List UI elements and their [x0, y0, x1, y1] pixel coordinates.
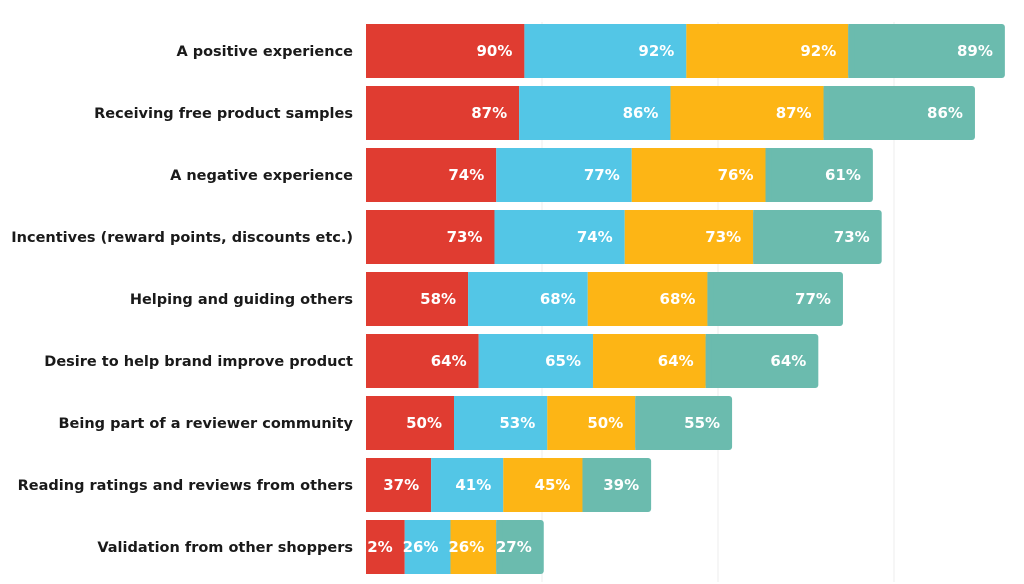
data-label: 26%	[403, 538, 439, 556]
data-label: 68%	[540, 290, 576, 308]
bar-segment	[503, 458, 583, 512]
bar-segment	[705, 334, 819, 388]
data-label: 92%	[800, 42, 836, 60]
bar-segment	[366, 148, 497, 202]
bar-segment	[524, 24, 687, 78]
data-label: 74%	[577, 228, 613, 246]
bar-segment-edge	[707, 272, 714, 326]
bar-segment-edge	[582, 458, 589, 512]
bar-segment-edge	[753, 210, 760, 264]
bar-segment	[765, 148, 873, 202]
category-label: Receiving free product samples	[94, 106, 353, 122]
data-label: 77%	[584, 166, 620, 184]
bar-segment	[753, 210, 882, 264]
bar-segment	[631, 148, 766, 202]
bar-segment	[686, 24, 849, 78]
bar-segment	[593, 334, 706, 388]
data-label: 64%	[431, 352, 467, 370]
data-label: 90%	[476, 42, 512, 60]
bar-segment	[366, 396, 454, 450]
bar-segment	[848, 24, 1005, 78]
data-label: 87%	[471, 104, 507, 122]
category-label: Helping and guiding others	[130, 292, 353, 308]
data-label: 50%	[587, 414, 623, 432]
data-label: 27%	[496, 538, 532, 556]
bar-segment	[635, 396, 733, 450]
bar-segment-edge	[635, 396, 642, 450]
data-label: 89%	[957, 42, 993, 60]
data-label: 26%	[448, 538, 484, 556]
data-label: 74%	[448, 166, 484, 184]
bar-segment	[707, 272, 843, 326]
data-label: 73%	[834, 228, 870, 246]
data-label: 22%	[357, 538, 393, 556]
data-label: 77%	[795, 290, 831, 308]
data-label: 92%	[638, 42, 674, 60]
data-label: 53%	[499, 414, 535, 432]
data-label: 87%	[776, 104, 812, 122]
bar-segment	[431, 458, 504, 512]
category-label: Validation from other shoppers	[97, 540, 353, 556]
data-label: 37%	[383, 476, 419, 494]
bar-segment	[366, 334, 479, 388]
bar-segment	[582, 458, 652, 512]
bar-segment	[404, 520, 451, 574]
category-label: Incentives (reward points, discounts etc…	[11, 230, 353, 246]
data-label: 41%	[455, 476, 491, 494]
bar-segment-edge	[848, 24, 855, 78]
category-label: Reading ratings and reviews from others	[18, 478, 353, 494]
bar-segment	[366, 458, 432, 512]
bar-segment	[366, 24, 525, 78]
bar-segment	[468, 272, 588, 326]
bar-segment	[823, 86, 975, 140]
data-label: 73%	[705, 228, 741, 246]
bar-segment	[547, 396, 636, 450]
bar-segment	[454, 396, 548, 450]
bar-segment	[366, 272, 469, 326]
bar-segment	[519, 86, 671, 140]
bar-segment	[366, 520, 405, 574]
bar-segment	[496, 520, 544, 574]
data-label: 61%	[825, 166, 861, 184]
bar-segment-edge	[705, 334, 712, 388]
data-label: 73%	[447, 228, 483, 246]
data-label: 68%	[660, 290, 696, 308]
data-label: 58%	[420, 290, 456, 308]
data-label: 65%	[545, 352, 581, 370]
bar-segment	[496, 148, 632, 202]
bar-segment	[670, 86, 824, 140]
data-label: 64%	[658, 352, 694, 370]
data-label: 86%	[623, 104, 659, 122]
category-label: Desire to help brand improve product	[44, 354, 353, 370]
bar-segment	[450, 520, 497, 574]
category-label: A positive experience	[176, 44, 353, 60]
data-label: 86%	[927, 104, 963, 122]
bar-segment-edge	[496, 520, 503, 574]
category-label: Being part of a reviewer community	[59, 416, 354, 432]
data-label: 55%	[684, 414, 720, 432]
bar-segment-edge	[823, 86, 830, 140]
data-label: 50%	[406, 414, 442, 432]
bar-segment	[366, 86, 520, 140]
data-label: 64%	[770, 352, 806, 370]
bar-segment	[587, 272, 708, 326]
data-label: 45%	[535, 476, 571, 494]
bar-segment-edge	[765, 148, 772, 202]
data-label: 76%	[718, 166, 754, 184]
bar-segment	[494, 210, 625, 264]
data-label: 39%	[603, 476, 639, 494]
bar-segment	[624, 210, 754, 264]
bar-segment	[366, 210, 495, 264]
bar-segment	[478, 334, 594, 388]
category-label: A negative experience	[170, 168, 353, 184]
